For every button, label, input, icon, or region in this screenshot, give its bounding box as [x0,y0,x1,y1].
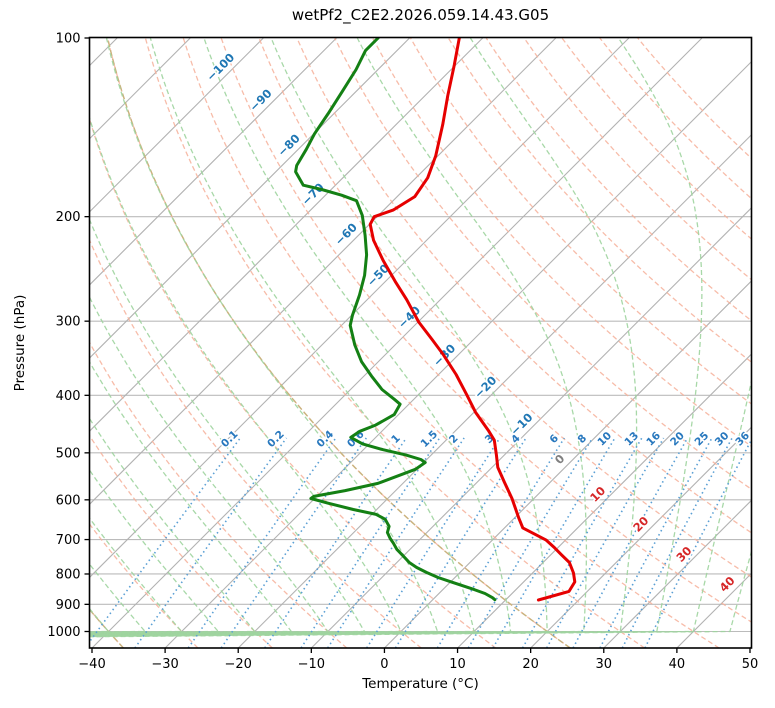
x-axis-label: Temperature (°C) [362,676,479,692]
svg-text:1000: 1000 [47,625,80,640]
svg-text:600: 600 [56,493,81,508]
plot-frame [88,36,753,649]
svg-text:−20: −20 [225,657,252,672]
svg-text:700: 700 [56,533,81,548]
svg-text:50: 50 [742,657,759,672]
y-axis-label: Pressure (hPa) [12,294,28,392]
chart-title: wetPf2_C2E2.2026.059.14.43.G05 [291,6,550,24]
svg-text:0: 0 [380,657,388,672]
isotherms [89,37,752,648]
svg-text:800: 800 [56,567,81,582]
svg-text:−40: −40 [78,657,105,672]
dewpoint-curve [294,37,497,602]
svg-text:40: 40 [669,657,686,672]
svg-text:30: 30 [595,657,612,672]
svg-text:400: 400 [56,389,81,404]
temperature-curve [368,37,577,602]
svg-text:200: 200 [56,210,81,225]
svg-text:500: 500 [56,446,81,461]
svg-text:300: 300 [56,315,81,330]
x-axis-ticks: −40 −30 −20 −10 0 10 20 30 40 50 [78,648,758,672]
svg-text:−10: −10 [298,657,325,672]
y-axis-ticks: 100 200 300 400 500 600 700 800 900 1000 [47,32,90,640]
svg-text:20: 20 [522,657,539,672]
svg-text:−30: −30 [151,657,178,672]
svg-text:10: 10 [449,657,466,672]
mixing-ratio-lines [89,437,752,648]
svg-text:100: 100 [56,32,81,47]
svg-text:900: 900 [56,598,81,613]
